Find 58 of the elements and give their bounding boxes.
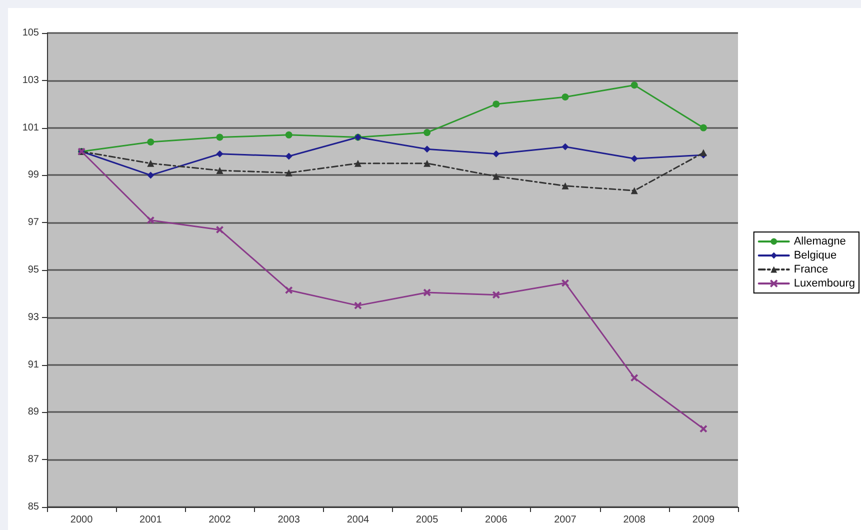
point [562,93,569,100]
legend-label: Allemagne [794,236,846,248]
point [216,166,224,174]
point [285,152,292,160]
point [700,149,707,156]
point [699,424,708,433]
point [285,131,292,138]
point [492,172,500,180]
legend-label: France [794,264,828,276]
x-tick-label: 2004 [346,514,370,526]
x-tick-label: 2009 [692,514,716,526]
point [147,172,154,179]
point [147,160,154,167]
y-tick-label: 101 [22,122,40,134]
point [354,160,362,167]
y-tick-label: 87 [28,454,40,466]
point [354,302,362,310]
y-tick-label: 91 [28,359,40,370]
x-tick-label: 2006 [485,514,508,526]
x-tick-label: 2008 [623,514,646,526]
y-tick-label: 99 [28,170,40,181]
point [562,182,569,190]
y-tick-label: 103 [22,74,40,86]
point [700,124,707,132]
point [146,216,155,224]
point [216,134,224,141]
point [630,187,638,194]
x-tick-label: 2007 [554,514,577,526]
x-tick-label: 2000 [70,514,94,526]
point [562,143,569,150]
point [492,150,500,158]
point [216,226,224,234]
y-tick-label: 93 [28,312,40,323]
point [424,160,431,167]
y-tick-label: 95 [28,264,40,276]
point [147,138,154,146]
point [423,288,432,297]
x-tick-label: 2001 [140,514,162,526]
point [216,150,224,158]
y-tick-label: 105 [22,28,40,38]
point [285,169,292,176]
legend-label: Luxembourg [794,278,856,290]
legend-label: Belgique [794,250,837,262]
point [424,129,431,136]
point [561,279,570,288]
y-tick-label: 85 [28,502,40,512]
point [630,374,638,382]
x-tick-label: 2005 [416,514,439,526]
point [492,290,500,299]
y-tick-label: 97 [28,217,40,228]
point [284,286,293,294]
x-tick-label: 2003 [278,514,300,526]
point [630,155,638,162]
point [424,146,431,153]
point [630,82,638,89]
x-tick-label: 2002 [208,514,232,526]
point [492,100,500,108]
y-tick-label: 89 [28,406,40,418]
